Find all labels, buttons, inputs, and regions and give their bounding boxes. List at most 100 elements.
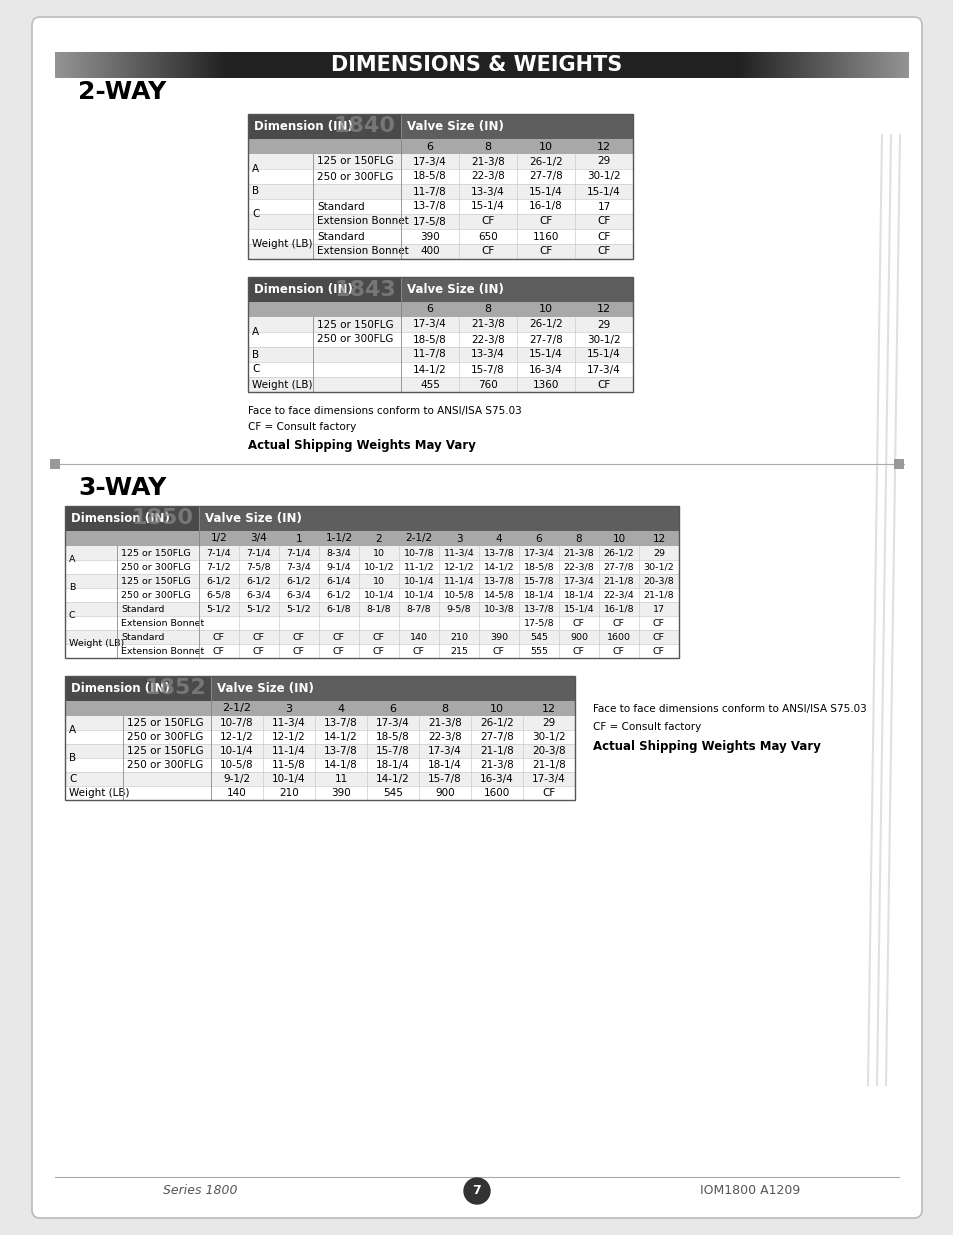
Bar [86, 52, 87, 78]
Bar [406, 52, 407, 78]
Bar [98, 52, 99, 78]
Bar [229, 52, 230, 78]
Bar [723, 52, 724, 78]
Text: 5-1/2: 5-1/2 [207, 604, 231, 614]
Text: 10-7/8: 10-7/8 [403, 548, 434, 557]
Bar [375, 52, 376, 78]
Text: 14-1/2: 14-1/2 [375, 774, 410, 784]
Bar [366, 52, 367, 78]
Text: 9-1/2: 9-1/2 [223, 774, 251, 784]
Bar [250, 52, 251, 78]
Bar [576, 52, 577, 78]
Text: 10-1/4: 10-1/4 [403, 590, 434, 599]
Text: 21-3/8: 21-3/8 [428, 718, 461, 727]
Text: 15-1/4: 15-1/4 [529, 186, 562, 196]
Bar [519, 52, 520, 78]
Text: 27-7/8: 27-7/8 [529, 172, 562, 182]
Bar [200, 52, 201, 78]
Bar [101, 52, 102, 78]
Bar [655, 52, 656, 78]
Bar [105, 52, 106, 78]
Bar [748, 52, 749, 78]
Bar [566, 52, 567, 78]
Text: A: A [69, 556, 75, 564]
Text: CF: CF [597, 379, 610, 389]
Bar [260, 52, 261, 78]
Text: 17: 17 [652, 604, 664, 614]
Bar [893, 459, 903, 469]
Bar [65, 716, 575, 730]
Bar [901, 52, 902, 78]
Bar [702, 52, 703, 78]
Bar [781, 52, 782, 78]
Bar [866, 52, 867, 78]
Text: 250 or 300FLG: 250 or 300FLG [316, 172, 393, 182]
Text: 15-1/4: 15-1/4 [586, 186, 620, 196]
Text: 10-5/8: 10-5/8 [220, 760, 253, 769]
Text: 18-1/4: 18-1/4 [523, 590, 554, 599]
Bar [684, 52, 685, 78]
Bar [588, 52, 589, 78]
Text: 555: 555 [530, 646, 547, 656]
Text: 12: 12 [597, 142, 611, 152]
Bar [904, 52, 905, 78]
Bar [801, 52, 802, 78]
Bar [236, 52, 237, 78]
Bar [133, 52, 135, 78]
Text: 13-7/8: 13-7/8 [324, 746, 357, 756]
Bar [886, 52, 887, 78]
Bar [896, 52, 897, 78]
Bar [471, 52, 472, 78]
Bar [228, 52, 229, 78]
Bar [617, 52, 618, 78]
Bar [57, 52, 58, 78]
Bar [424, 52, 426, 78]
Bar [407, 52, 408, 78]
Bar [306, 52, 307, 78]
Text: 12-1/2: 12-1/2 [220, 732, 253, 742]
Text: 15-7/8: 15-7/8 [471, 364, 504, 374]
Bar [248, 199, 633, 214]
Bar [65, 743, 575, 758]
Text: 17-5/8: 17-5/8 [413, 216, 446, 226]
Bar [642, 52, 643, 78]
Bar [400, 114, 633, 140]
Bar [460, 52, 461, 78]
Bar [199, 531, 239, 546]
Bar [302, 52, 303, 78]
Bar [885, 52, 886, 78]
Text: 6: 6 [426, 142, 433, 152]
Text: 250 or 300FLG: 250 or 300FLG [316, 335, 393, 345]
Text: A: A [252, 327, 259, 337]
Text: 10-1/2: 10-1/2 [363, 562, 394, 572]
Text: 15-1/4: 15-1/4 [586, 350, 620, 359]
Bar [696, 52, 697, 78]
Bar [129, 52, 130, 78]
Bar [376, 52, 377, 78]
Bar [486, 52, 488, 78]
Bar [877, 52, 878, 78]
Bar [130, 52, 131, 78]
Bar [546, 52, 547, 78]
Bar [905, 52, 906, 78]
Bar [755, 52, 757, 78]
Text: 390: 390 [419, 231, 439, 242]
Text: 12: 12 [652, 534, 665, 543]
Bar [264, 52, 265, 78]
Bar [390, 52, 391, 78]
Bar [433, 52, 434, 78]
Bar [120, 52, 121, 78]
Bar [182, 52, 183, 78]
Bar [123, 52, 124, 78]
Bar [561, 52, 562, 78]
Text: CF: CF [213, 632, 225, 641]
Bar [472, 52, 473, 78]
Bar [438, 52, 439, 78]
Text: CF: CF [481, 247, 494, 257]
Bar [480, 52, 481, 78]
Bar [529, 52, 530, 78]
Bar [586, 52, 587, 78]
Text: 11-1/4: 11-1/4 [443, 577, 474, 585]
Bar [651, 52, 652, 78]
Text: CF: CF [213, 646, 225, 656]
